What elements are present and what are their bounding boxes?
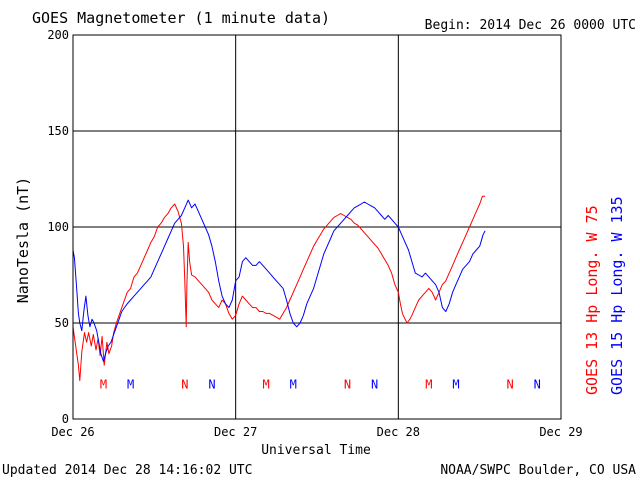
svg-text:GOES 15 Hp Long. W 135: GOES 15 Hp Long. W 135 (608, 196, 626, 395)
annotation-marker: N (507, 377, 514, 391)
annotation-marker: N (181, 377, 188, 391)
annotation-marker: N (371, 377, 378, 391)
legend-goes15-long: Long. W 135 (608, 196, 626, 295)
y-tick-label: 50 (55, 316, 69, 330)
annotation-marker: N (534, 377, 541, 391)
y-tick-label: 200 (47, 28, 69, 42)
series-goes15-line (72, 199, 486, 362)
y-tick-label: 0 (62, 412, 69, 426)
legend-goes13: GOES 13 Hp Long. W 75 (583, 205, 601, 395)
annotation-marker: M (425, 377, 432, 391)
chart-title: GOES Magnetometer (1 minute data) (32, 9, 330, 27)
svg-text:GOES 13 Hp Long. W 75: GOES 13 Hp Long. W 75 (583, 205, 601, 395)
source-credit: NOAA/SWPC Boulder, CO USA (440, 463, 636, 478)
annotation-marker: M (452, 377, 459, 391)
annotation-marker: M (127, 377, 134, 391)
annotation-marker: N (208, 377, 215, 391)
legend-goes13-long: Long. W 75 (583, 205, 601, 295)
x-tick-label: Dec 26 (51, 425, 94, 439)
annotation-marker: M (100, 377, 107, 391)
annotation-marker: M (263, 377, 270, 391)
x-axis-label: Universal Time (261, 443, 371, 458)
grid (73, 35, 561, 419)
series-goes13-line (72, 195, 486, 382)
y-tick-label: 150 (47, 124, 69, 138)
x-tick-label: Dec 28 (377, 425, 420, 439)
begin-label: Begin: 2014 Dec 26 0000 UTC (425, 18, 636, 33)
x-tick-label: Dec 29 (539, 425, 582, 439)
annotation-marker: N (344, 377, 351, 391)
series-lines (72, 195, 486, 382)
legend-goes15-name: GOES 15 Hp (608, 305, 626, 395)
legend-goes15: GOES 15 Hp Long. W 135 (608, 196, 626, 395)
y-axis-label: NanoTesla (nT) (14, 177, 32, 303)
y-tick-label: 100 (47, 220, 69, 234)
x-tick-label: Dec 27 (214, 425, 257, 439)
plot-frame (72, 34, 562, 420)
y-axis: 0 50 100 150 200 (47, 28, 69, 426)
updated-timestamp: Updated 2014 Dec 28 14:16:02 UTC (2, 463, 252, 478)
x-axis: Dec 26 Dec 27 Dec 28 Dec 29 (51, 425, 582, 439)
annotation-marker: M (290, 377, 297, 391)
legend-goes13-name: GOES 13 Hp (583, 305, 601, 395)
